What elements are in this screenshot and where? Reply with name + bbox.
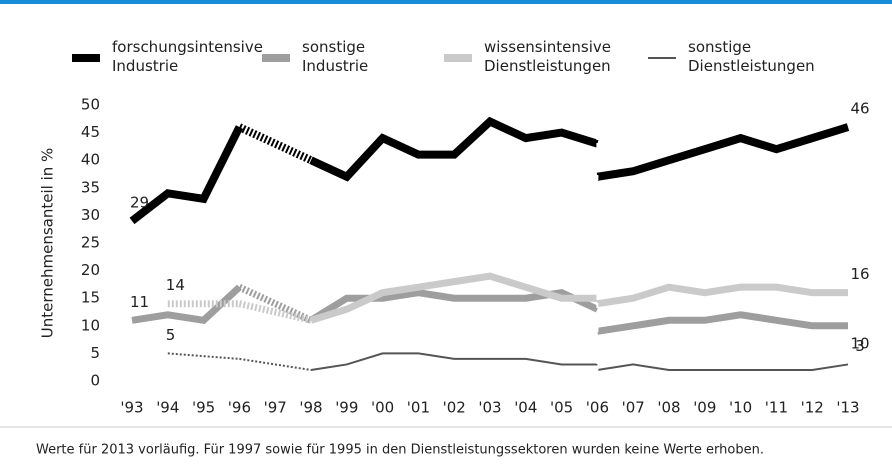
series-line [596,311,848,335]
legend-label: sonstige Industrie [302,38,368,75]
y-tick-label: 40 [81,151,100,169]
x-tick-label: '10 [729,399,752,417]
data-label: 46 [850,100,869,118]
interpolated-line [238,300,312,324]
x-tick-label: '96 [228,399,251,417]
data-label: 10 [850,334,869,352]
x-tick-label: '93 [120,399,143,417]
y-tick-label: 10 [81,316,100,334]
x-tick-label: '06 [586,399,609,417]
data-label: 11 [130,293,149,311]
interpolated-line [239,357,312,371]
series-line [310,352,598,371]
x-tick-label: '13 [836,399,859,417]
legend-label: sonstige Dienstleistungen [688,38,815,75]
data-label: 3 [855,337,865,355]
x-tick-label: '12 [801,399,824,417]
x-tick-label: '03 [478,399,501,417]
data-label: 29 [130,193,149,211]
y-tick-label: 50 [81,96,100,114]
series-line [309,116,599,182]
series-line [597,363,849,371]
footnote: Werte für 2013 vorläufig. Für 1997 sowie… [36,443,764,458]
x-tick-label: '95 [192,399,215,417]
series-line [596,283,848,308]
x-tick-label: '02 [443,399,466,417]
top-border [0,0,892,4]
x-tick-label: '01 [407,399,430,417]
x-tick-label: '08 [657,399,680,417]
x-tick-label: '00 [371,399,394,417]
y-axis-label: Unternehmensanteil in % [39,148,57,339]
series-line [129,125,243,225]
y-tick-label: 15 [81,289,100,307]
x-tick-label: '09 [693,399,716,417]
interpolated-line [237,123,313,164]
legend-label: wissensintensive Dienstleistungen [484,38,611,75]
x-tick-label: '99 [335,399,358,417]
x-tick-label: '11 [765,399,788,417]
series-line [309,272,598,324]
data-label: 5 [166,326,176,344]
x-tick-label: '94 [156,399,179,417]
y-tick-label: 20 [81,261,100,279]
y-tick-label: 0 [90,372,100,390]
legend-label: forschungsintensive Industrie [112,38,263,75]
y-tick-label: 5 [90,344,100,362]
x-tick-label: '04 [514,399,537,417]
y-tick-label: 30 [81,206,100,224]
y-tick-label: 45 [81,123,100,141]
series-line [596,123,850,181]
x-tick-label: '97 [264,399,287,417]
interpolated-line [167,352,240,360]
x-tick-label: '07 [622,399,645,417]
data-label: 14 [166,276,185,294]
x-tick-label: '05 [550,399,573,417]
data-label: 16 [850,265,869,283]
y-tick-label: 25 [81,234,100,252]
x-tick-label: '98 [299,399,322,417]
y-tick-label: 35 [81,178,100,196]
